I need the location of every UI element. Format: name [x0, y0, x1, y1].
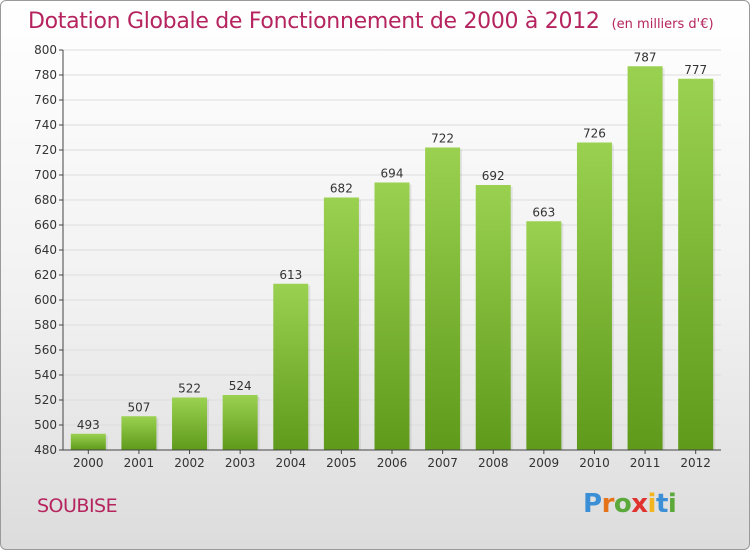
x-tick-label: 2006: [377, 456, 408, 470]
chart-title-text: Dotation Globale de Fonctionnement de 20…: [28, 9, 600, 34]
bar: [273, 283, 309, 450]
y-tick-label: 580: [34, 318, 57, 332]
bar-value-label: 726: [583, 127, 606, 141]
bar-value-label: 613: [279, 268, 302, 282]
bar: [323, 197, 359, 450]
bar: [475, 185, 511, 450]
bar: [678, 78, 714, 450]
bar: [576, 142, 612, 450]
logo-letter: t: [655, 489, 668, 519]
x-tick-label: 2009: [529, 456, 560, 470]
y-tick-label: 780: [34, 68, 57, 82]
y-tick-label: 640: [34, 243, 57, 257]
x-tick-label: 2005: [326, 456, 357, 470]
bar-value-label: 692: [482, 169, 505, 183]
bar-value-label: 682: [330, 182, 353, 196]
y-tick-label: 720: [34, 143, 57, 157]
x-tick-label: 2003: [225, 456, 256, 470]
bar: [627, 66, 663, 450]
x-tick-label: 2008: [478, 456, 509, 470]
x-tick-label: 2011: [630, 456, 661, 470]
y-tick-label: 800: [34, 43, 57, 57]
x-tick-label: 2007: [427, 456, 458, 470]
y-tick-label: 700: [34, 168, 57, 182]
bar-value-label: 663: [532, 205, 555, 219]
x-tick-label: 2001: [124, 456, 155, 470]
y-tick-label: 600: [34, 293, 57, 307]
y-tick-label: 620: [34, 268, 57, 282]
city-name: SOUBISE: [37, 495, 118, 517]
y-tick-label: 480: [34, 443, 57, 457]
bar: [70, 433, 106, 450]
x-tick-label: 2012: [680, 456, 711, 470]
logo-letter: P: [583, 489, 602, 519]
bar-value-label: 722: [431, 132, 454, 146]
chart-unit-note: (en milliers d'€): [611, 17, 714, 32]
bar: [374, 182, 410, 450]
x-tick-label: 2000: [73, 456, 104, 470]
bar-value-label: 787: [634, 50, 657, 64]
logo-letter: o: [613, 489, 632, 519]
logo-letter: i: [647, 489, 657, 519]
y-tick-label: 560: [34, 343, 57, 357]
y-tick-label: 540: [34, 368, 57, 382]
y-tick-label: 680: [34, 193, 57, 207]
y-tick-label: 660: [34, 218, 57, 232]
bar-value-label: 694: [381, 167, 404, 181]
bar-value-label: 777: [684, 63, 707, 77]
bar: [121, 416, 157, 450]
bar: [222, 395, 258, 450]
logo-letter: i: [667, 489, 677, 519]
chart-title: Dotation Globale de Fonctionnement de 20…: [28, 9, 714, 34]
axes: 480 500 520 540 560 580 600 620 640 660 680 700 720 7…: [34, 43, 721, 470]
logo-letter: x: [631, 489, 648, 519]
y-tick-label: 760: [34, 93, 57, 107]
proxiti-logo[interactable]: Proxiti: [583, 489, 677, 519]
bar-value-label: 493: [77, 418, 100, 432]
y-tick-label: 740: [34, 118, 57, 132]
bars: 493 507 522 524 613 682 694 722 692 663 726 787 777: [70, 50, 716, 450]
bar: [172, 397, 208, 450]
logo-letter: r: [601, 489, 615, 519]
y-tick-label: 520: [34, 393, 57, 407]
bar-value-label: 522: [178, 382, 201, 396]
bar: [425, 147, 461, 450]
x-tick-label: 2010: [579, 456, 610, 470]
y-tick-label: 500: [34, 418, 57, 432]
x-tick-label: 2002: [174, 456, 205, 470]
bar: [526, 221, 562, 450]
bar-value-label: 524: [229, 379, 252, 393]
x-tick-label: 2004: [275, 456, 306, 470]
bar-value-label: 507: [127, 400, 150, 414]
